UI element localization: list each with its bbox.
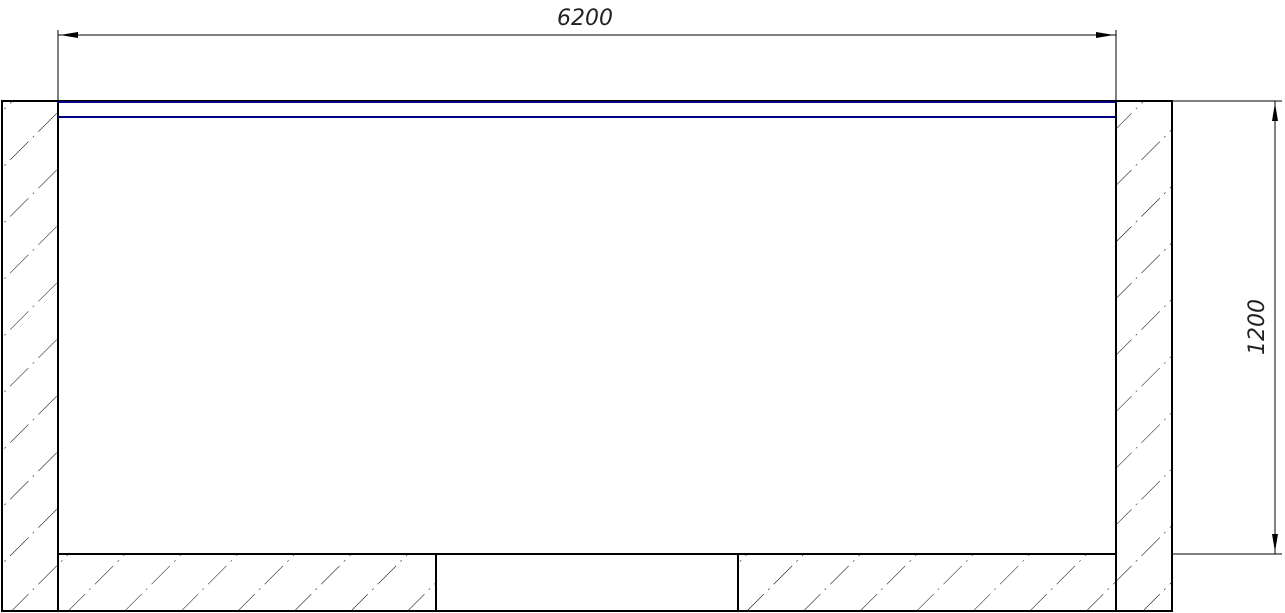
width-dimension: 6200 xyxy=(57,6,1117,101)
bottom-wall-right xyxy=(737,553,1117,612)
arrowhead-right xyxy=(1096,32,1114,38)
left-wall xyxy=(1,100,59,612)
bottom-wall-left xyxy=(57,553,437,612)
arrowhead-left xyxy=(60,32,78,38)
width-dimension-label: 6200 xyxy=(557,6,613,31)
arrowhead-top xyxy=(1272,103,1278,121)
room-interior xyxy=(57,100,1117,555)
door-opening xyxy=(435,553,739,612)
arrowhead-bottom xyxy=(1272,534,1278,552)
height-dimension-label: 1200 xyxy=(1245,299,1270,355)
height-dimension: 1200 xyxy=(1172,100,1282,555)
right-wall xyxy=(1115,100,1173,612)
